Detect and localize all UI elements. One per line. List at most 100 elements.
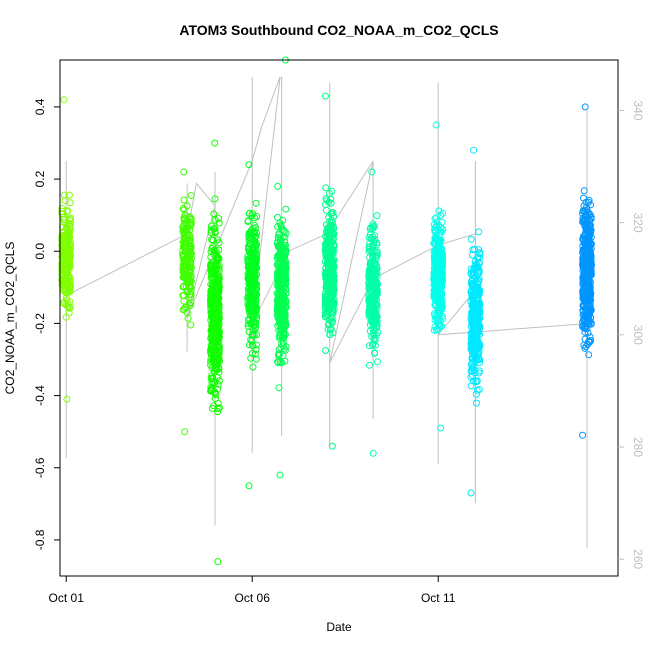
data-point	[467, 382, 475, 390]
data-point	[183, 309, 191, 317]
data-point	[186, 236, 194, 244]
data-point	[187, 302, 194, 309]
data-point	[475, 356, 482, 364]
data-point	[587, 267, 595, 275]
data-point	[279, 333, 287, 341]
data-point	[213, 350, 221, 357]
data-point	[65, 288, 73, 296]
data-point	[60, 191, 68, 199]
data-point	[583, 301, 591, 309]
data-point	[472, 378, 480, 386]
data-point	[330, 301, 338, 309]
data-point	[583, 212, 591, 219]
data-point	[249, 363, 257, 371]
data-point	[209, 374, 217, 382]
data-point	[249, 326, 257, 334]
data-point	[374, 358, 381, 366]
data-point	[64, 302, 72, 310]
data-point	[587, 336, 595, 344]
data-point	[431, 224, 439, 232]
data-point	[60, 96, 68, 104]
data-point	[330, 286, 338, 294]
data-point	[584, 329, 592, 337]
data-point	[431, 296, 439, 304]
flight-point-group	[179, 168, 196, 436]
data-point	[276, 334, 284, 342]
data-point	[432, 214, 440, 222]
data-point	[433, 326, 440, 334]
data-point	[373, 249, 381, 257]
data-point	[66, 214, 74, 222]
data-point	[183, 262, 191, 270]
data-point	[471, 369, 479, 377]
data-point	[321, 312, 329, 320]
data-point	[279, 216, 287, 224]
data-point	[215, 377, 223, 385]
data-point	[180, 196, 188, 204]
data-point	[371, 296, 378, 304]
data-point	[437, 424, 445, 432]
data-point	[366, 303, 374, 311]
data-point	[323, 226, 331, 233]
data-point	[282, 205, 290, 213]
data-point	[253, 341, 260, 349]
data-point	[470, 320, 478, 328]
data-point	[280, 324, 288, 332]
data-point	[467, 235, 475, 243]
data-point	[274, 213, 281, 221]
data-point	[473, 386, 481, 394]
data-point	[325, 236, 333, 244]
y-tick-label: -0.4	[33, 385, 47, 406]
data-point	[214, 408, 222, 416]
data-point	[468, 308, 476, 316]
data-point	[253, 229, 260, 237]
data-point	[245, 320, 252, 328]
data-point	[274, 223, 282, 230]
data-point	[187, 192, 195, 199]
data-point	[370, 259, 378, 266]
data-point	[274, 322, 282, 330]
data-point	[581, 259, 589, 266]
data-point	[208, 378, 216, 386]
data-point	[436, 301, 444, 309]
data-point	[210, 332, 218, 340]
data-point	[366, 245, 373, 253]
data-point	[469, 363, 477, 371]
data-point	[65, 281, 73, 289]
data-point	[210, 367, 218, 375]
data-point	[281, 238, 289, 246]
data-point	[187, 299, 195, 307]
data-point	[64, 221, 72, 229]
data-point	[251, 350, 259, 358]
data-point	[472, 354, 480, 362]
y2-axis: 260 280 300 320 340	[618, 100, 645, 570]
data-point	[473, 291, 481, 299]
data-point	[215, 239, 223, 247]
data-point	[253, 213, 261, 220]
data-point	[439, 209, 447, 217]
data-point	[180, 219, 188, 227]
data-point	[472, 399, 480, 407]
data-point	[367, 317, 375, 325]
data-point	[252, 285, 260, 293]
data-point	[439, 315, 447, 323]
data-point	[328, 265, 336, 272]
data-point	[62, 245, 70, 253]
data-point	[215, 219, 223, 227]
data-point	[215, 335, 222, 343]
data-point	[247, 250, 255, 258]
data-point	[434, 309, 442, 316]
data-point	[64, 229, 72, 237]
data-point	[368, 341, 376, 349]
data-point	[328, 261, 336, 269]
data-point	[437, 257, 445, 265]
data-point	[431, 280, 439, 288]
data-point	[277, 276, 285, 284]
y2-tick-label: 340	[631, 100, 645, 120]
data-point	[435, 244, 443, 251]
data-point	[580, 273, 588, 281]
x-axis-label: Date	[326, 620, 352, 634]
data-point	[245, 328, 253, 336]
data-point	[371, 272, 379, 279]
